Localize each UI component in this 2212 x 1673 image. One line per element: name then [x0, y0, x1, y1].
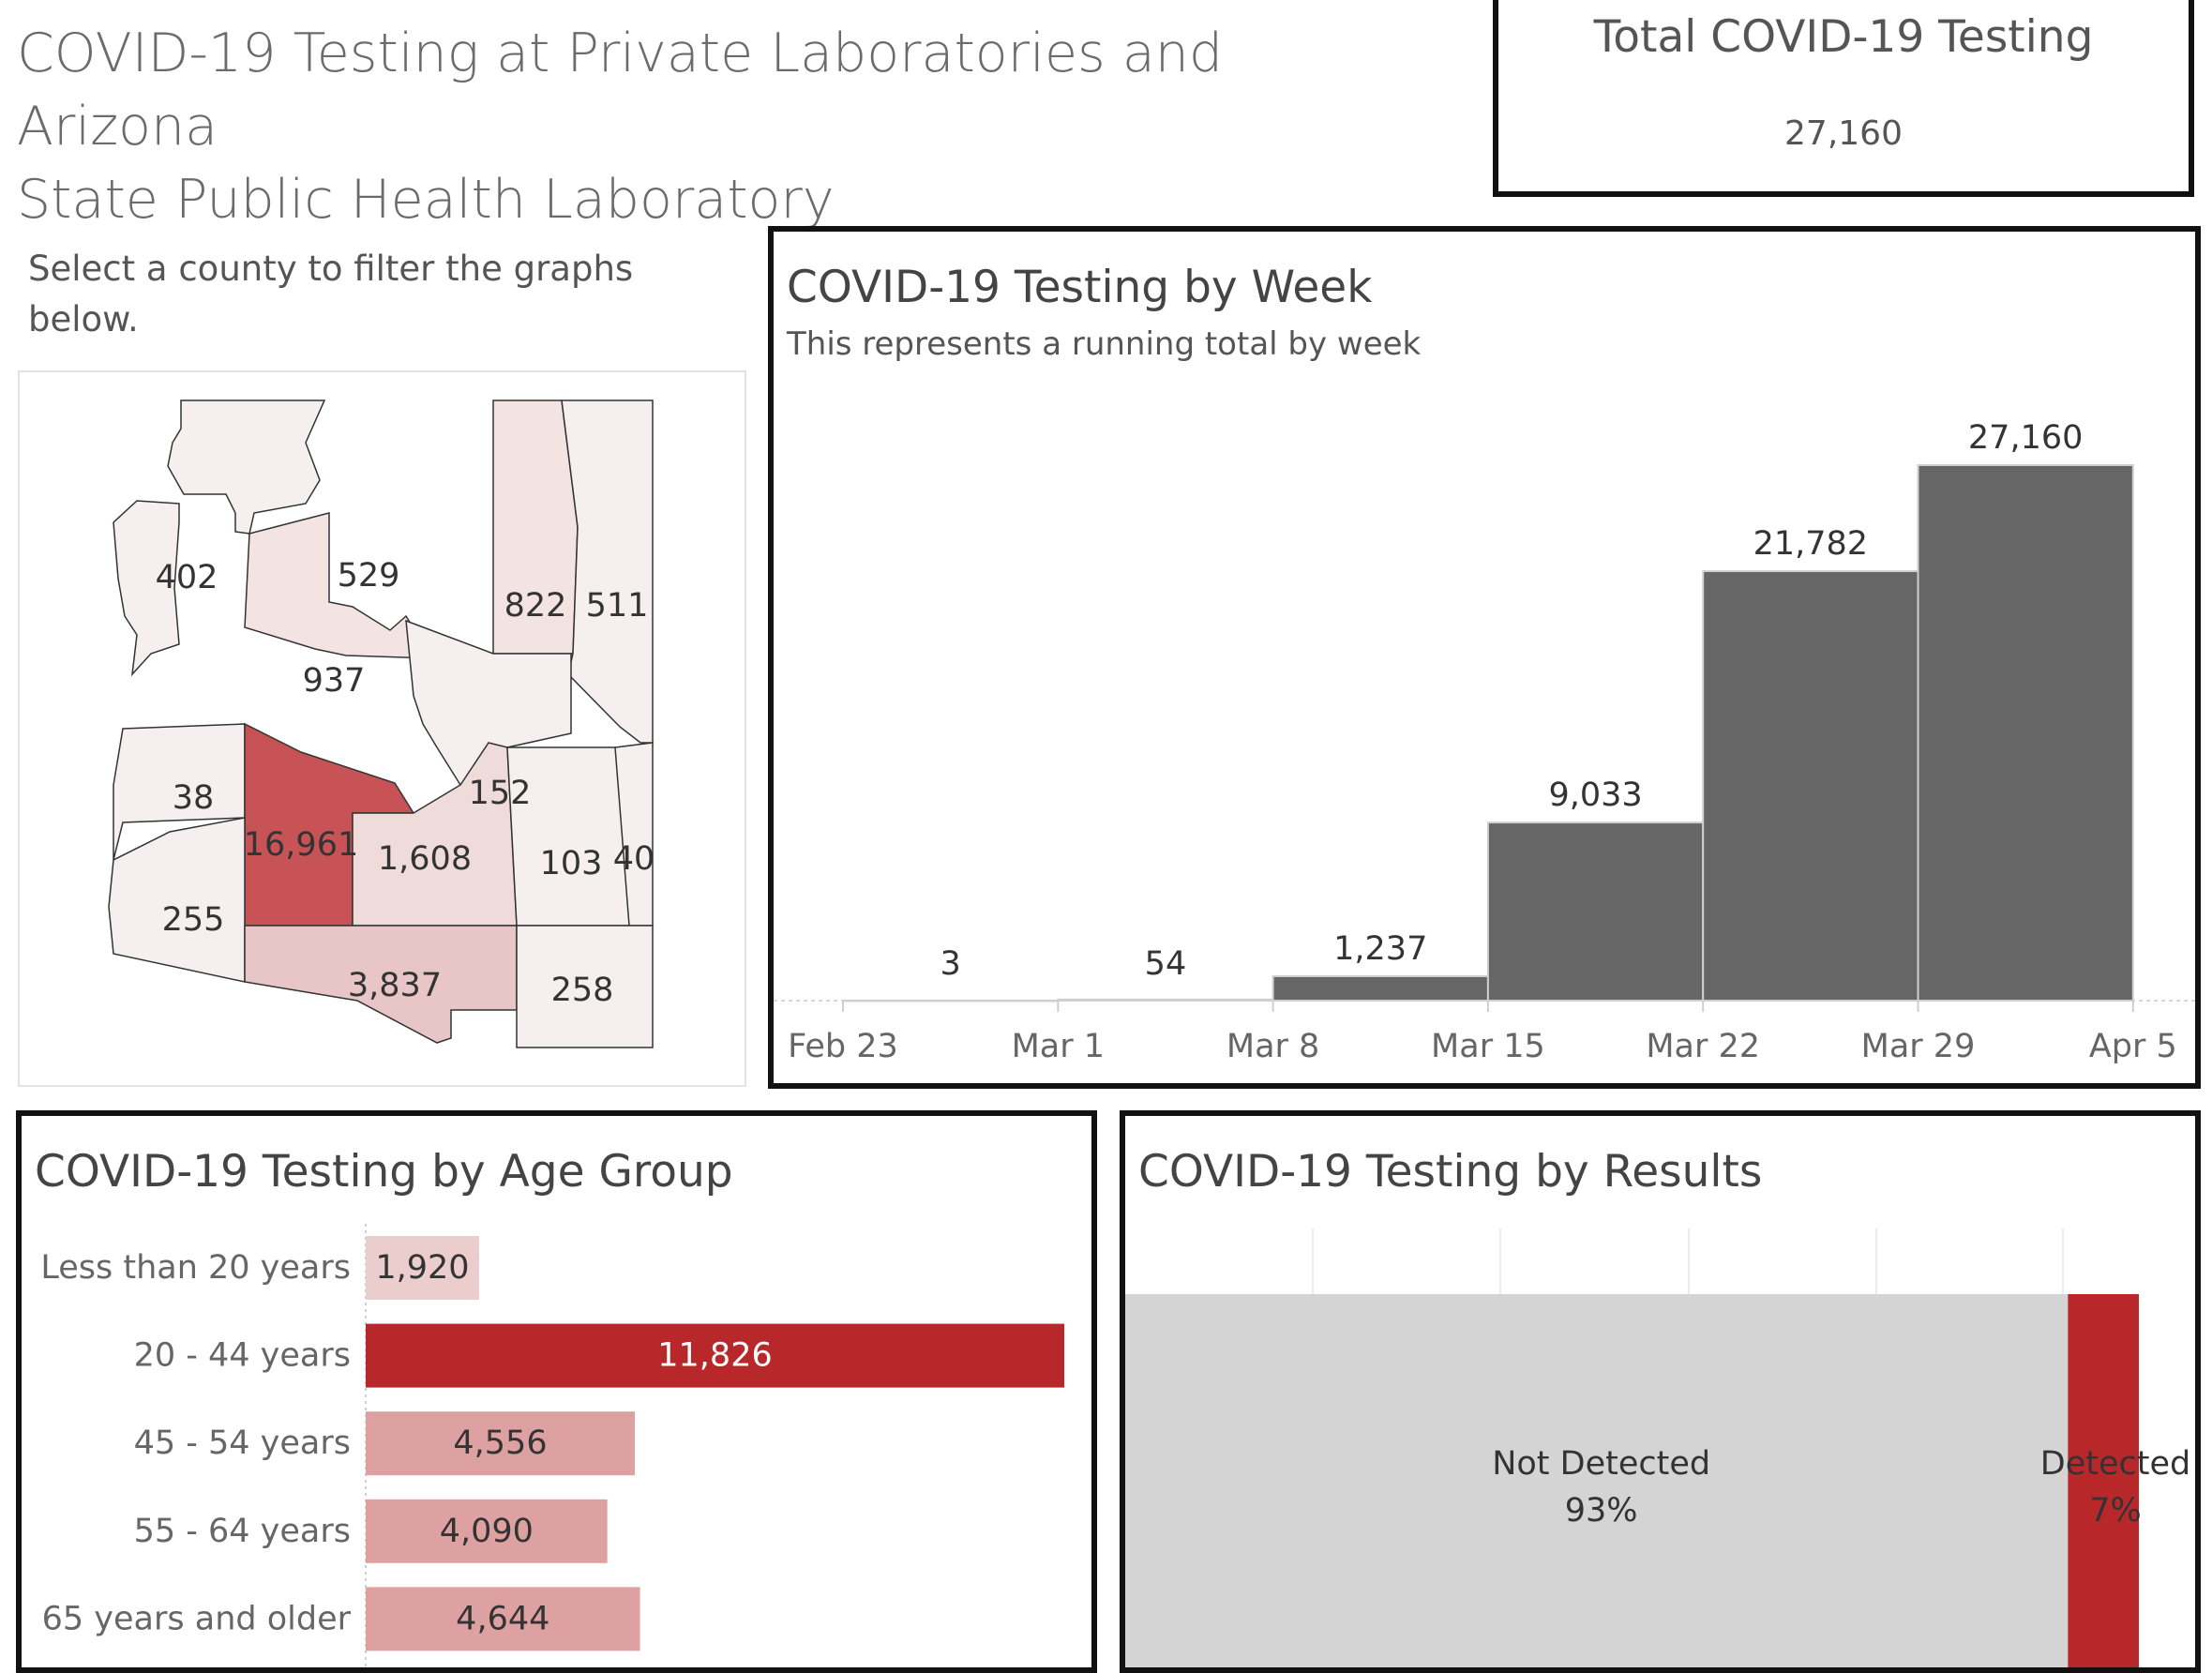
age-bar[interactable] [366, 1499, 608, 1563]
age-bar[interactable] [366, 1236, 479, 1300]
results-bar-segment[interactable] [1125, 1294, 2069, 1667]
county-shape[interactable] [108, 817, 246, 983]
instruction-line1: Select a county to filter the graphs [28, 249, 634, 289]
week-tick-label: Mar 1 [1012, 1028, 1105, 1065]
week-bar-label: 27,160 [1968, 419, 2083, 457]
total-testing-label: Total COVID-19 Testing [1593, 11, 2094, 63]
county-label: 255 [162, 901, 225, 939]
county-label: 402 [156, 559, 218, 596]
week-chart-svg: Feb 23 Mar 1 Mar 8 Mar 15 Mar 22 Mar 29 Apr 5 3… [774, 419, 2195, 1065]
county-label: 511 [586, 587, 649, 625]
county-shape[interactable] [113, 500, 180, 677]
week-bar[interactable] [1486, 821, 1705, 1002]
total-testing-card: Total COVID-19 Testing 27,160 [1493, 0, 2194, 197]
age-chart-svg: Less than 20 years 1,920 20 - 44 years 11,8… [40, 1224, 1064, 1667]
county-label: 3,837 [348, 967, 442, 1004]
county-1[interactable] [167, 399, 326, 535]
week-bar[interactable] [1917, 464, 2134, 1002]
total-testing-value: 27,160 [1784, 114, 1903, 153]
week-bar-label: 54 [1145, 945, 1187, 983]
age-category-label: 20 - 44 years [134, 1337, 351, 1375]
county-shape[interactable] [352, 742, 518, 927]
county-4[interactable] [244, 512, 434, 659]
week-tick-label: Apr 5 [2089, 1028, 2177, 1065]
week-bar-label: 3 [940, 945, 961, 983]
page-title-line2: State Public Health Laboratory [17, 169, 835, 231]
results-segment-name: Detected [2040, 1445, 2190, 1483]
age-category-label: 65 years and older [42, 1600, 352, 1637]
age-category-label: 45 - 54 years [134, 1424, 351, 1462]
testing-by-age-panel: COVID-19 Testing by Age Group Less than … [16, 1110, 1097, 1673]
week-chart-title: COVID-19 Testing by Week [787, 262, 1373, 313]
county-shape[interactable] [516, 925, 654, 1048]
county-map: 402 529 822 511 937 38 16,961 152 1,608 255 103 40 3… [18, 370, 746, 1087]
week-bar[interactable] [1272, 974, 1489, 1002]
week-bar[interactable] [1702, 570, 1919, 1002]
county-label: 937 [303, 662, 366, 700]
age-chart-title: COVID-19 Testing by Age Group [35, 1146, 733, 1198]
week-tick-label: Mar 29 [1861, 1028, 1976, 1065]
age-bar-label: 4,644 [456, 1600, 549, 1637]
county-label: 16,961 [244, 826, 358, 864]
county-map-svg: 402 529 822 511 937 38 16,961 152 1,608 255 103 40 3… [108, 399, 655, 1048]
week-bar-label: 9,033 [1548, 776, 1642, 814]
results-segment-name: Not Detected [1492, 1445, 1710, 1483]
page-title-line1: COVID-19 Testing at Private Laboratories… [17, 23, 1224, 158]
county-label: 1,608 [378, 840, 472, 878]
week-chart-subtitle: This represents a running total by week [787, 325, 1422, 363]
county-label: 152 [469, 775, 532, 812]
week-tick-label: Mar 22 [1646, 1028, 1760, 1065]
county-shape[interactable] [167, 399, 326, 535]
county-3[interactable] [561, 399, 654, 744]
county-label: 529 [338, 557, 400, 595]
county-label: 103 [540, 845, 603, 882]
age-bar-label: 11,826 [657, 1337, 772, 1375]
county-0[interactable] [113, 500, 180, 677]
results-bar-segment[interactable] [2068, 1294, 2139, 1667]
results-segment-percent: 93% [1565, 1492, 1638, 1530]
age-bar-label: 4,556 [453, 1424, 547, 1462]
results-chart-title: COVID-19 Testing by Results [1138, 1146, 1763, 1198]
age-bar[interactable] [366, 1323, 1064, 1388]
instruction-line2: below. [28, 299, 139, 339]
county-shape[interactable] [561, 399, 654, 744]
county-shape[interactable] [244, 512, 434, 659]
week-tick-label: Mar 15 [1431, 1028, 1545, 1065]
age-bar[interactable] [366, 1411, 636, 1476]
county-label: 40 [613, 840, 655, 878]
county-label: 822 [504, 587, 567, 625]
week-tick-label: Mar 8 [1226, 1028, 1319, 1065]
county-label: 38 [173, 779, 215, 817]
week-bar-label: 1,237 [1333, 930, 1427, 968]
results-chart-svg: Not Detected 93% Detected 7% [1125, 1228, 2190, 1667]
results-segment-percent: 7% [2089, 1492, 2142, 1530]
page-title: COVID-19 Testing at Private Laboratories… [17, 17, 1423, 236]
age-bar-label: 1,920 [375, 1249, 469, 1287]
age-bar[interactable] [366, 1587, 640, 1651]
testing-by-results-panel: COVID-19 Testing by Results Not Detected… [1120, 1110, 2201, 1673]
county-13[interactable] [516, 925, 654, 1048]
testing-by-week-panel: COVID-19 Testing by Week This represents… [768, 226, 2201, 1089]
county-8[interactable] [352, 742, 518, 927]
week-tick-label: Feb 23 [788, 1028, 898, 1065]
county-filter-instruction: Select a county to filter the graphs bel… [28, 244, 685, 345]
week-bar-label: 21,782 [1753, 525, 1868, 563]
age-bar-label: 4,090 [440, 1513, 534, 1550]
week-bar[interactable] [842, 999, 1060, 1002]
week-bar[interactable] [1057, 998, 1274, 1002]
county-9[interactable] [108, 817, 246, 983]
county-label: 258 [551, 972, 614, 1009]
age-category-label: 55 - 64 years [134, 1513, 351, 1550]
age-category-label: Less than 20 years [40, 1249, 351, 1287]
